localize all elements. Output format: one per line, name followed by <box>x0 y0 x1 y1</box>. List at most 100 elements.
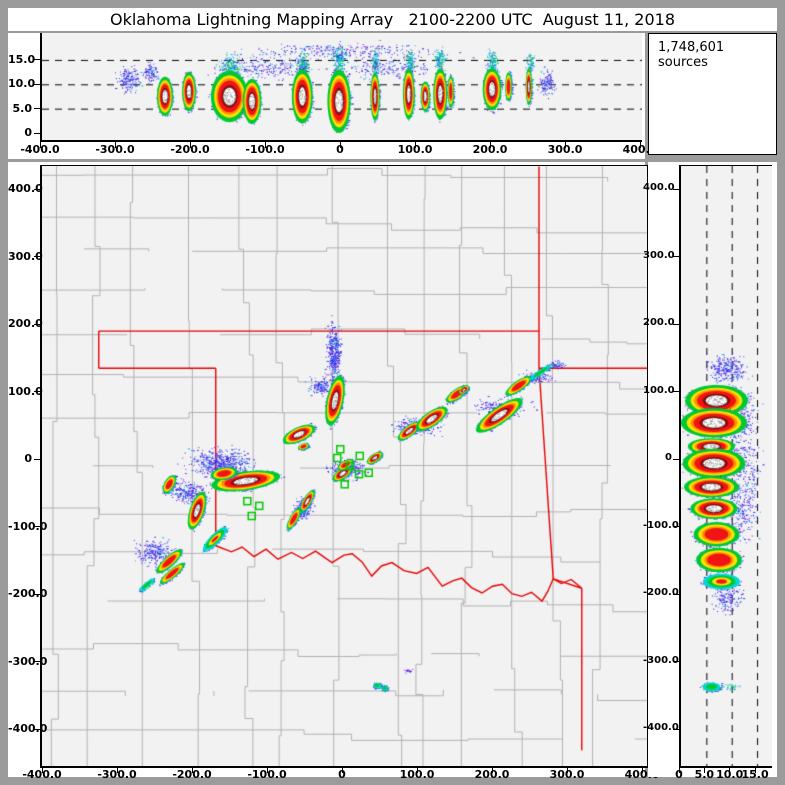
x-axis-tick-label: 10.0 <box>716 768 744 781</box>
y-axis-tick <box>34 323 40 325</box>
y-axis-tick-label: -100.0 <box>643 519 679 531</box>
x-axis-tick <box>414 142 416 148</box>
x-axis-tick <box>641 767 643 773</box>
y-axis-tick-label: 200.0 <box>8 317 43 330</box>
x-axis-tick-label: 100.0 <box>399 768 435 781</box>
x-axis-tick-label: -200.0 <box>172 768 212 781</box>
y-axis-tick-label: 0 <box>24 126 32 139</box>
x-axis-tick <box>266 767 268 773</box>
x-axis-tick <box>264 142 266 148</box>
x-axis-tick <box>489 142 491 148</box>
page-title: Oklahoma Lightning Mapping Array 2100-22… <box>109 10 676 29</box>
x-axis-tick <box>339 142 341 148</box>
y-axis-tick <box>34 108 40 110</box>
y-axis-tick-label: -300.0 <box>643 654 679 666</box>
x-axis-tick <box>678 767 680 773</box>
x-axis-tick-label: -300.0 <box>95 143 135 156</box>
y-axis-tick <box>673 593 679 595</box>
x-axis-tick-label: -200.0 <box>170 143 210 156</box>
x-axis-tick <box>341 767 343 773</box>
y-axis-tick-label: 200.0 <box>643 317 675 328</box>
y-axis-tick-label: 100.0 <box>8 384 43 398</box>
y-axis-tick <box>34 661 40 662</box>
x-axis-tick-label: 100.0 <box>397 143 433 156</box>
y-axis-tick-label: 100.0 <box>643 384 675 396</box>
y-axis-tick-label: -400.0 <box>8 722 48 735</box>
plan-view-canvas <box>42 166 647 766</box>
x-axis-tick <box>39 142 41 148</box>
x-axis-tick <box>566 767 568 773</box>
y-axis-tick <box>673 728 679 730</box>
x-axis-tick-label: -100.0 <box>245 143 285 156</box>
y-axis-tick <box>34 188 40 190</box>
ew-altitude-plot <box>40 33 642 142</box>
y-axis-tick <box>34 59 40 61</box>
ew-altitude-canvas <box>42 33 642 140</box>
x-axis-tick-label: -300.0 <box>97 768 137 781</box>
y-axis-tick-label: 0 <box>24 452 32 465</box>
x-axis-tick <box>189 142 191 148</box>
y-axis-tick-label: -100.0 <box>8 519 48 533</box>
y-axis-tick <box>673 458 679 460</box>
y-axis-tick-label: 5.0 <box>12 101 33 115</box>
x-axis-tick <box>116 767 118 773</box>
y-axis-tick <box>34 593 40 595</box>
y-axis-tick <box>673 323 679 325</box>
x-axis-tick <box>729 767 731 773</box>
x-axis-tick <box>416 767 418 773</box>
y-axis-tick-label: -200.0 <box>643 587 679 598</box>
x-axis-tick-label: -100.0 <box>247 768 287 781</box>
y-axis-tick <box>673 256 679 257</box>
x-axis-tick <box>491 767 493 773</box>
y-axis-tick <box>34 728 40 730</box>
y-axis-tick <box>34 132 40 134</box>
x-axis-tick-label: -400.0 <box>20 143 60 156</box>
y-axis-tick-label: 400.0 <box>8 182 43 195</box>
y-axis-tick <box>34 83 40 85</box>
x-axis-tick-label: 5.0 <box>694 768 715 781</box>
plan-view-plot <box>40 165 648 768</box>
plan-view-window: -400.0 -300.0 -200.0 -100.0 0 100.0 200.0 300.0… <box>8 162 659 781</box>
y-axis-tick-label: 300.0 <box>8 249 43 263</box>
source-count-label: 1,748,601 sources <box>658 40 725 70</box>
x-axis-tick <box>703 767 705 773</box>
y-axis-tick <box>34 458 40 460</box>
x-axis-tick-label: 15.0 <box>741 768 769 781</box>
y-axis-tick-label: -200.0 <box>8 587 48 600</box>
y-axis-tick-label: -300.0 <box>8 654 48 668</box>
y-axis-tick <box>673 188 679 190</box>
altitude-ns-canvas <box>681 166 772 766</box>
x-axis-tick-label: 0 <box>675 768 683 781</box>
x-axis-tick <box>191 767 193 773</box>
y-axis-tick <box>673 661 679 662</box>
x-axis-tick <box>564 142 566 148</box>
y-axis-tick-label: 10.0 <box>8 77 36 91</box>
x-axis-tick-label: 0 <box>336 143 344 156</box>
y-axis-tick-label: 15.0 <box>8 52 36 66</box>
y-axis-tick <box>673 391 679 392</box>
y-axis-tick <box>34 391 40 392</box>
x-axis-tick-label: 300.0 <box>547 143 583 156</box>
y-axis-tick-label: 400.0 <box>643 182 675 193</box>
y-axis-tick <box>34 526 40 527</box>
x-axis-tick-label: 0 <box>338 768 346 781</box>
x-axis-tick <box>114 142 116 148</box>
y-axis-tick <box>673 526 679 527</box>
y-axis-tick-label: 0 <box>665 452 672 463</box>
altitude-ns-plot <box>679 165 772 768</box>
x-axis-tick-label: 200.0 <box>474 768 510 781</box>
y-axis-tick-label: 300.0 <box>643 249 675 261</box>
x-axis-tick <box>41 767 43 773</box>
altitude-ns-window: 0 5.0 10.0 15.0 400.0 300.0 200.0 100.0 0 -100.0 -… <box>643 162 777 781</box>
source-count-box: 1,748,601 sources <box>648 33 777 155</box>
ew-altitude-window: -400.0 -300.0 -200.0 -100.0 0 100.0 200.0 300.0… <box>8 33 657 159</box>
x-axis-tick-label: 300.0 <box>549 768 585 781</box>
title-bar: Oklahoma Lightning Mapping Array 2100-22… <box>8 8 777 31</box>
y-axis-tick-label: -400.0 <box>643 722 679 733</box>
y-axis-tick <box>34 256 40 257</box>
x-axis-tick <box>754 767 756 773</box>
x-axis-tick-label: -400.0 <box>22 768 62 781</box>
x-axis-tick <box>639 142 641 148</box>
x-axis-tick-label: 200.0 <box>472 143 508 156</box>
